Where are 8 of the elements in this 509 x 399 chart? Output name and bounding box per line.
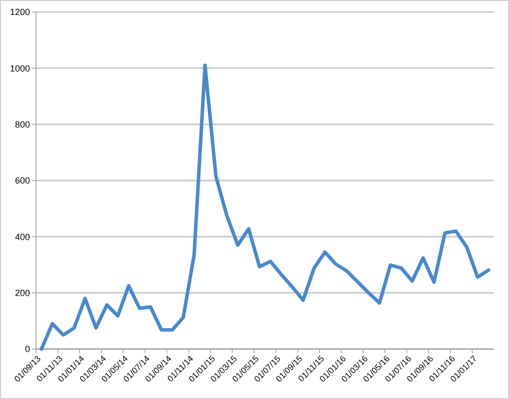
y-tick-label: 1200 [10,7,30,18]
y-tick-label: 600 [14,176,30,186]
y-tick-label: 0 [24,344,30,354]
y-tick-label: 200 [14,288,30,298]
line-series [40,64,490,351]
y-tick-label: 800 [14,119,30,130]
y-tick-label: 1000 [10,63,30,74]
y-tick-label: 400 [14,232,30,242]
